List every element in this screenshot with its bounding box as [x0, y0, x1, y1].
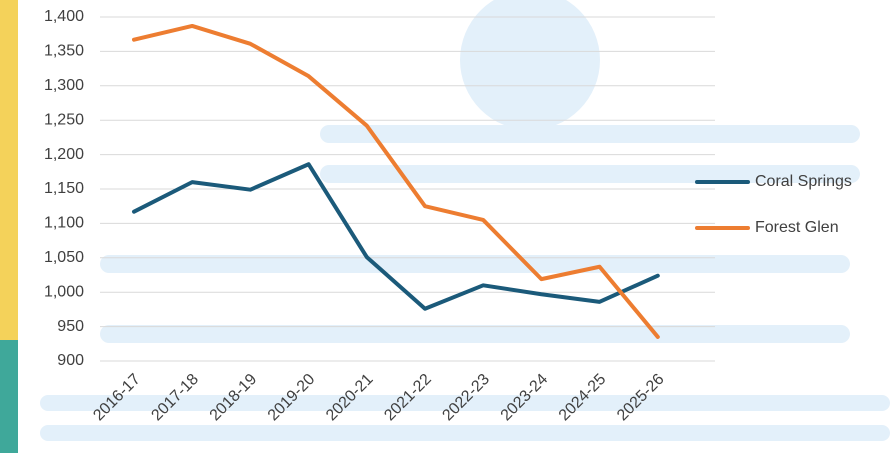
- y-tick-label: 1,100: [44, 215, 84, 232]
- left-strip-bottom: [0, 340, 18, 453]
- left-strip: [0, 0, 18, 453]
- y-tick-label: 900: [57, 352, 84, 369]
- y-tick-label: 1,050: [44, 249, 84, 266]
- y-tick-label: 1,400: [44, 8, 84, 25]
- decoration: [40, 0, 890, 441]
- y-tick-label: 1,200: [44, 146, 84, 163]
- y-tick-label: 1,250: [44, 111, 84, 128]
- y-tick-label: 1,000: [44, 283, 84, 300]
- legend-label: Coral Springs: [755, 173, 852, 190]
- legend-label: Forest Glen: [755, 219, 839, 236]
- y-tick-label: 950: [57, 318, 84, 335]
- y-tick-label: 1,150: [44, 180, 84, 197]
- y-tick-label: 1,350: [44, 43, 84, 60]
- series-line: [132, 23, 660, 339]
- y-tick-label: 1,300: [44, 77, 84, 94]
- series-line: [132, 162, 660, 311]
